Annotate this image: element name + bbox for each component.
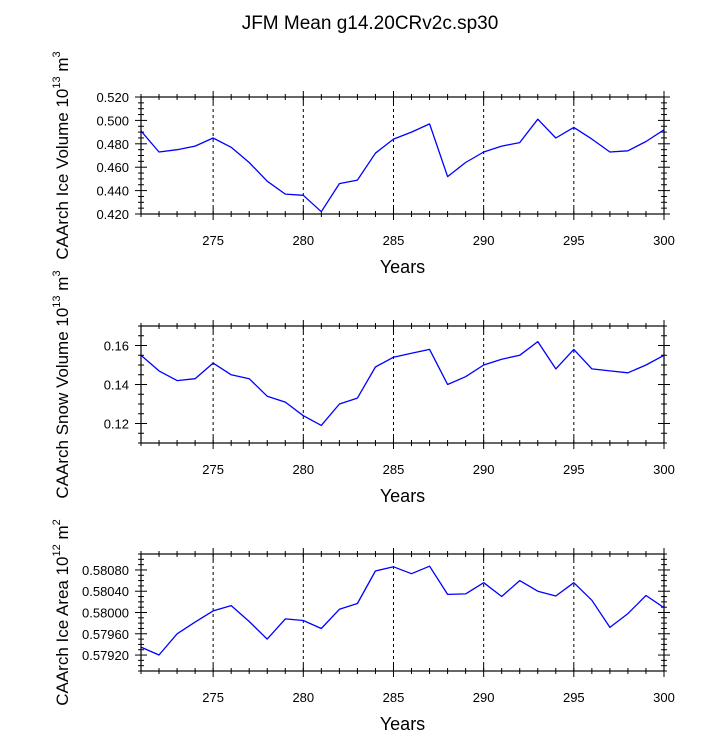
plot-frame	[140, 553, 665, 672]
y-tick-label: 0.58080	[82, 563, 129, 578]
plot-frame	[140, 325, 665, 444]
y-tick-label: 0.520	[96, 90, 129, 105]
x-tick-label: 275	[202, 233, 224, 248]
x-axis-label: Years	[380, 714, 425, 731]
x-axis-label: Years	[380, 486, 425, 506]
chart-panel-2: 275 280 285 290 295 300 0.12 0.14 0.16 Years CAArc…	[51, 270, 675, 506]
x-axis-label: Years	[380, 257, 425, 277]
series-line	[140, 118, 665, 213]
y-tick-label: 0.460	[96, 160, 129, 175]
chart-panel-3: 275 280 285 290 295 300 0.57920 0.57960 0.58000 0…	[51, 519, 675, 731]
y-tick-label: 0.58040	[82, 584, 129, 599]
figure-title: JFM Mean g14.20CRv2c.sp30	[242, 13, 499, 34]
series-line	[140, 340, 665, 427]
series-line	[140, 565, 665, 656]
x-tick-label: 285	[383, 233, 405, 248]
y-tick-label: 0.14	[104, 378, 129, 393]
y-tick-label: 0.57960	[82, 627, 129, 642]
plot-frame	[140, 96, 665, 215]
x-tick-label: 275	[202, 462, 224, 477]
x-tick-label: 295	[563, 690, 585, 705]
x-tick-label: 290	[473, 690, 495, 705]
x-tick-label: 285	[383, 690, 405, 705]
y-axis-label: CAArch Ice Area 1012 m2	[51, 519, 72, 706]
x-tick-label: 300	[653, 233, 675, 248]
y-axis-label: CAArch Snow Volume 1013 m3	[51, 270, 72, 498]
x-tick-label: 285	[383, 462, 405, 477]
x-tick-label: 300	[653, 462, 675, 477]
chart-panel-1: 275 280 285 290 295 300 0.420 0.440 0.460 0.480 0.…	[51, 51, 675, 277]
x-tick-label: 290	[473, 233, 495, 248]
y-tick-label: 0.58000	[82, 606, 129, 621]
x-tick-label: 280	[292, 233, 314, 248]
x-tick-label: 300	[653, 690, 675, 705]
y-tick-label: 0.420	[96, 207, 129, 222]
x-tick-label: 295	[563, 462, 585, 477]
y-tick-label: 0.12	[104, 417, 129, 432]
x-tick-label: 275	[202, 690, 224, 705]
y-tick-label: 0.16	[104, 339, 129, 354]
y-tick-label: 0.440	[96, 184, 129, 199]
y-tick-label: 0.480	[96, 137, 129, 152]
y-tick-label: 0.57920	[82, 648, 129, 663]
y-tick-label: 0.500	[96, 113, 129, 128]
x-tick-label: 280	[292, 690, 314, 705]
x-tick-label: 280	[292, 462, 314, 477]
y-axis-label: CAArch Ice Volume 1013 m3	[51, 51, 72, 259]
x-tick-label: 295	[563, 233, 585, 248]
x-tick-label: 290	[473, 462, 495, 477]
